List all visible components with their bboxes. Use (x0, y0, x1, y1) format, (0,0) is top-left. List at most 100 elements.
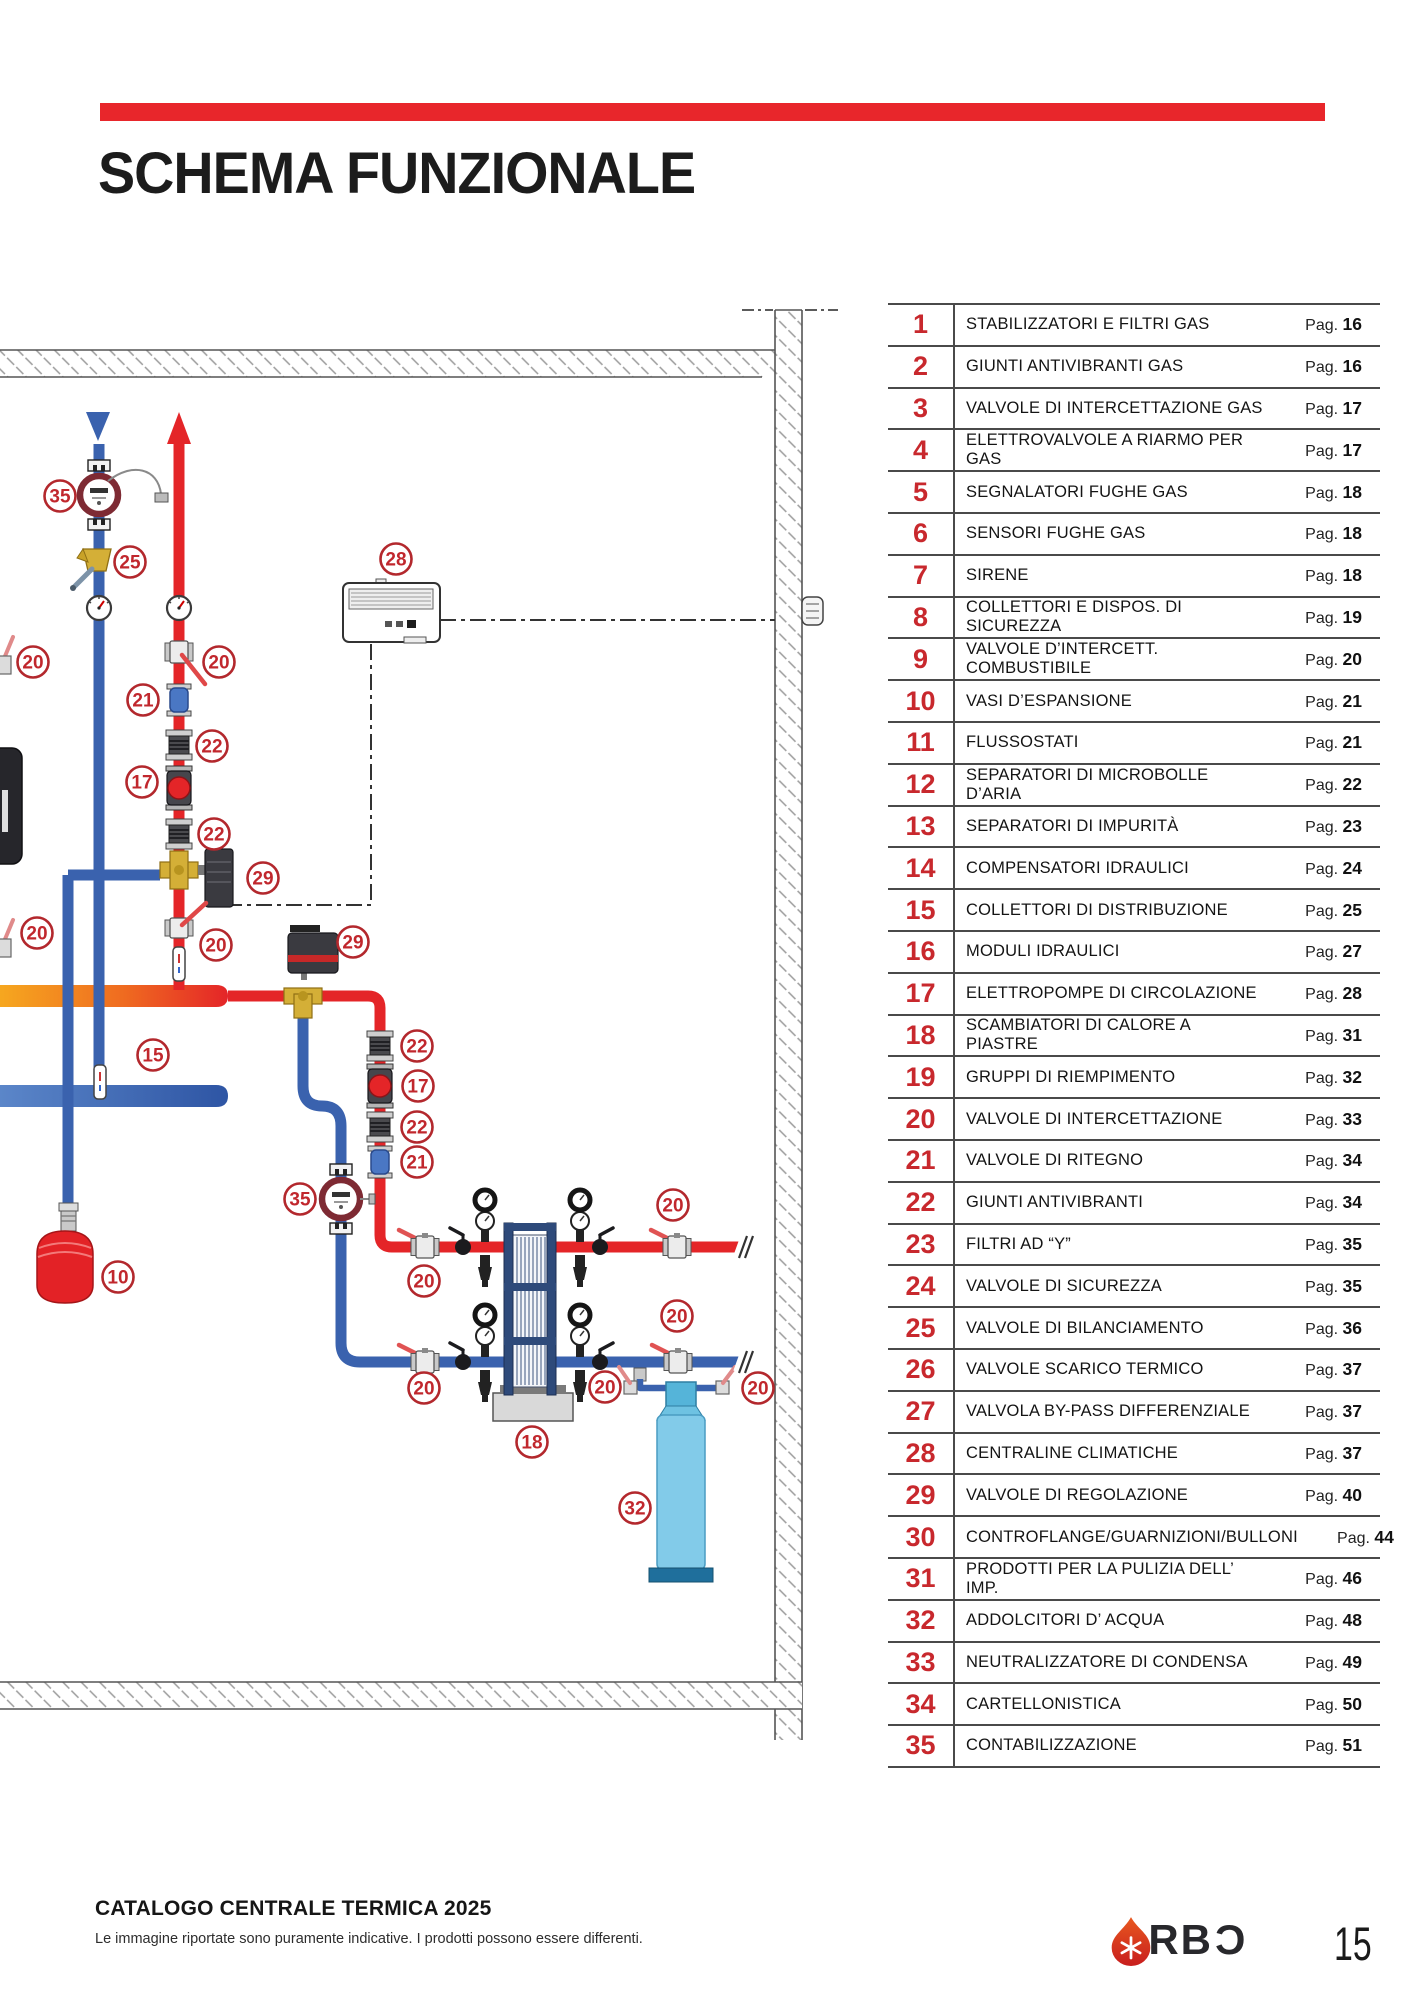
legend-row-label: COLLETTORI DI DISTRIBUZIONE (953, 890, 1266, 930)
legend-row-number: 24 (905, 1270, 936, 1301)
legend-row-label: FILTRI AD “Y” (953, 1224, 1266, 1265)
legend-row-number: 4 (912, 434, 929, 465)
svg-text:17: 17 (131, 773, 152, 794)
legend-row-number: 21 (905, 1145, 936, 1176)
legend-row-number: 22 (905, 1187, 936, 1218)
legend-row-page: Pag. 31 (1305, 1024, 1362, 1045)
legend-row-number: 2 (912, 351, 929, 382)
legend-row-page: Pag. 24 (1305, 857, 1362, 878)
legend-row-label: VASI D’ESPANSIONE (953, 681, 1266, 721)
legend-row-label: GIUNTI ANTIVIBRANTI GAS (953, 346, 1266, 387)
legend-row-label: ELETTROVALVOLE A RIARMO PER GAS (953, 430, 1266, 471)
callout-22: 22 (197, 817, 231, 851)
ball-valve-20-hot2 (164, 900, 209, 939)
callout-20: 20 (199, 928, 233, 962)
legend-row-label: FLUSSOSTATI (953, 722, 1266, 763)
callout-21: 21 (400, 1145, 434, 1179)
page-title: SCHEMA FUNZIONALE (98, 141, 696, 206)
legend-row-page: Pag. 34 (1305, 1192, 1362, 1213)
legend-row: 12 SEPARATORI DI MICROBOLLE D’ARIA Pag. 22 (888, 764, 1380, 807)
legend-row: 22 GIUNTI ANTIVIBRANTI Pag. 34 (888, 1182, 1380, 1225)
joint-22-c (366, 1030, 394, 1062)
legend-row: 24 VALVOLE DI SICUREZZA Pag. 35 (888, 1266, 1380, 1309)
legend-row: 34 CARTELLONISTICA Pag. 50 (888, 1684, 1380, 1727)
legend-row: 20 VALVOLE DI INTERCETTAZIONE Pag. 33 (888, 1099, 1380, 1141)
legend-row-label: VALVOLE D’INTERCETT. COMBUSTIBILE (953, 639, 1266, 680)
legend-row: 21 VALVOLE DI RITEGNO Pag. 34 (888, 1140, 1380, 1183)
legend-row-number: 16 (905, 936, 936, 967)
legend-row-page: Pag. 37 (1305, 1359, 1362, 1380)
svg-text:20: 20 (747, 1379, 768, 1400)
legend-row: 16 MODULI IDRAULICI Pag. 27 (888, 931, 1380, 974)
callout-25: 25 (113, 545, 147, 579)
legend-row-label: VALVOLE DI SICUREZZA (953, 1266, 1266, 1307)
legend-row-number: 14 (905, 852, 936, 883)
svg-text:22: 22 (406, 1037, 427, 1058)
svg-text:15: 15 (142, 1046, 164, 1067)
legend-row-number: 23 (905, 1228, 936, 1259)
legend-row-page: Pag. 35 (1305, 1233, 1362, 1254)
legend-row-page: Pag. 17 (1305, 439, 1362, 460)
water-softener (648, 1381, 714, 1583)
outdoor-sensor (801, 596, 824, 626)
legend-row-number: 28 (905, 1437, 936, 1468)
legend-row: 33 NEUTRALIZZATORE DI CONDENSA Pag. 49 (888, 1642, 1380, 1685)
ball-valve-20-hot (164, 640, 208, 687)
edge-boiler (0, 747, 23, 865)
legend-row-number: 25 (905, 1312, 936, 1343)
hot-outlet-arrow (167, 412, 191, 444)
legend-row: 28 CENTRALINE CLIMATICHE Pag. 37 (888, 1433, 1380, 1476)
legend-row-page: Pag. 21 (1305, 690, 1362, 711)
legend-row-number: 20 (905, 1103, 936, 1134)
legend-row-number: 5 (912, 476, 929, 507)
legend-row: 8 COLLETTORI E DISPOS. DI SICUREZZA Pag. 1… (888, 597, 1380, 640)
svg-text:29: 29 (342, 933, 363, 954)
cold-inlet-arrow (86, 412, 110, 441)
legend-row-number: 10 (905, 685, 936, 716)
callout-20: 20 (407, 1371, 441, 1405)
legend-row-number: 19 (905, 1061, 936, 1092)
page-number: 15 (1334, 1917, 1372, 1970)
brand-logo: ARBC (1108, 1916, 1245, 1966)
legend-row-number: 6 (912, 518, 929, 549)
hot-pipes (173, 444, 745, 1253)
svg-text:35: 35 (289, 1190, 311, 1211)
callout-10: 10 (101, 1260, 135, 1294)
callout-22: 22 (195, 729, 229, 763)
svg-text:20: 20 (208, 653, 229, 674)
legend-row-label: MODULI IDRAULICI (953, 931, 1266, 972)
check-valve-21 (166, 683, 192, 717)
legend-row-number: 27 (905, 1396, 936, 1427)
legend-table: 1 STABILIZZATORI E FILTRI GAS Pag. 16 2 GIUN… (888, 303, 1394, 1768)
mixing-valve-29a (159, 848, 234, 908)
legend-row: 17 ELETTROPOMPE DI CIRCOLAZIONE Pag. 28 (888, 973, 1380, 1016)
legend-row-number: 17 (905, 978, 936, 1009)
legend-row-page: Pag. 35 (1305, 1275, 1362, 1296)
legend-row-label: SEPARATORI DI MICROBOLLE D’ARIA (953, 764, 1266, 805)
legend-row-number: 26 (905, 1354, 936, 1385)
legend-row-number: 30 (905, 1521, 936, 1552)
callout-15: 15 (136, 1038, 170, 1072)
callout-17: 17 (401, 1069, 435, 1103)
legend-row-number: 12 (905, 769, 936, 800)
gauges-hot-left (475, 1190, 495, 1287)
legend-row-label: VALVOLE DI REGOLAZIONE (953, 1475, 1266, 1516)
legend-row-number: 31 (905, 1563, 936, 1594)
legend-row-page: Pag. 48 (1305, 1610, 1362, 1631)
legend-row: 7 SIRENE Pag. 18 (888, 555, 1380, 598)
control-signal-lines (220, 619, 775, 906)
legend-row-page: Pag. 21 (1305, 732, 1362, 753)
legend-row-label: SCAMBIATORI DI CALORE A PIASTRE (953, 1015, 1266, 1056)
svg-text:22: 22 (406, 1118, 427, 1139)
legend-row-number: 7 (912, 560, 929, 591)
legend-row: 1 STABILIZZATORI E FILTRI GAS Pag. 16 (888, 303, 1380, 347)
callout-21: 21 (126, 683, 160, 717)
legend-row: 15 COLLETTORI DI DISTRIBUZIONE Pag. 25 (888, 890, 1380, 932)
legend-row-page: Pag. 32 (1305, 1066, 1362, 1087)
legend-row-number: 18 (905, 1019, 936, 1050)
legend-row-page: Pag. 37 (1305, 1401, 1362, 1422)
legend-row-number: 8 (912, 601, 929, 632)
legend-row-page: Pag. 34 (1305, 1150, 1362, 1171)
svg-text:20: 20 (594, 1378, 615, 1399)
legend-row-number: 34 (905, 1688, 936, 1719)
